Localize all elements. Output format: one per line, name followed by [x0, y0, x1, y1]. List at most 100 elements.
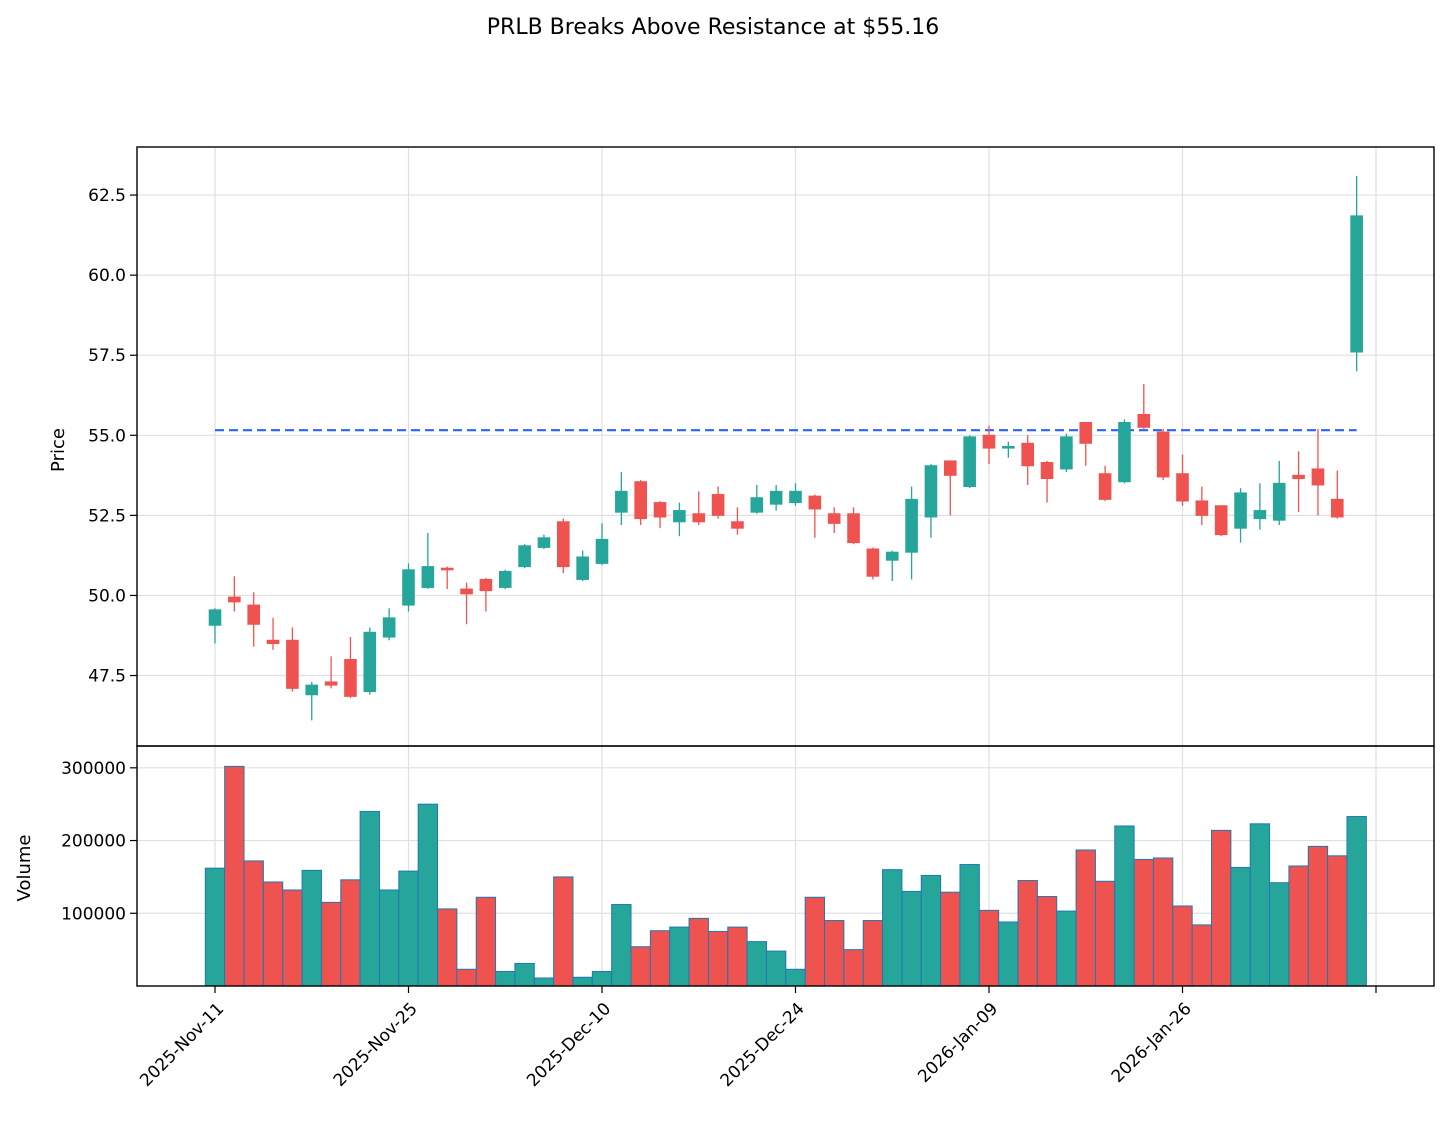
price-tick-label: 50.0 — [88, 586, 126, 606]
volume-bar — [398, 870, 419, 987]
candle-body — [905, 498, 918, 553]
candle-body — [769, 490, 783, 505]
candle-body — [808, 495, 822, 510]
volume-bar — [1327, 855, 1348, 987]
volume-bar — [204, 867, 226, 987]
volume-bar — [591, 970, 613, 987]
volume-bar — [785, 968, 806, 987]
candle-body — [1002, 446, 1015, 449]
volume-bar — [862, 920, 884, 987]
volume-bar — [1249, 823, 1271, 987]
volume-bar — [320, 901, 342, 987]
volume-bar — [630, 946, 651, 987]
candle-body — [653, 502, 667, 518]
volume-bar — [553, 876, 574, 987]
volume-bar — [437, 908, 458, 987]
candle-body — [634, 481, 648, 520]
volume-bar — [533, 977, 555, 987]
candle-body — [556, 521, 570, 568]
candle-body — [537, 537, 551, 548]
candle-body — [421, 566, 435, 588]
candle-body — [692, 513, 706, 523]
candle-body — [673, 510, 686, 523]
volume-bar — [978, 909, 1000, 987]
volume-bar — [1288, 865, 1309, 987]
candle-body — [228, 596, 241, 603]
candle-body — [982, 434, 996, 449]
candle-body — [1156, 431, 1170, 478]
candle-body — [1040, 462, 1054, 480]
volume-bar — [495, 970, 516, 987]
candle-body — [479, 578, 493, 592]
candle-body — [1098, 473, 1112, 500]
candle-body — [1137, 413, 1151, 428]
candle-body — [1234, 492, 1247, 529]
candle-body — [208, 609, 222, 626]
candle-body — [731, 521, 744, 529]
candle-body — [305, 684, 319, 696]
candle-body — [789, 490, 802, 504]
volume-bar — [243, 860, 264, 987]
volume-bar — [456, 968, 477, 987]
volume-bar — [959, 864, 980, 987]
volume-bar — [301, 869, 322, 987]
price-tick-label: 52.5 — [88, 506, 126, 526]
chart-title: PRLB Breaks Above Resistance at $55.16 — [487, 15, 939, 40]
volume-bar — [359, 810, 380, 987]
volume-bar — [1172, 905, 1193, 987]
volume-bar — [262, 881, 284, 987]
candle-body — [363, 631, 377, 693]
price-tick-label: 62.5 — [88, 186, 126, 206]
candle-body — [440, 567, 454, 571]
volume-bar — [1094, 880, 1116, 987]
volume-bar — [843, 949, 864, 987]
volume-bar — [572, 976, 593, 987]
candle-body — [1253, 510, 1267, 520]
volume-bar — [282, 889, 303, 987]
candle-body — [885, 551, 899, 561]
volume-bar — [514, 962, 535, 987]
volume-bar — [340, 879, 361, 987]
candle-body — [1176, 473, 1189, 502]
volume-bar — [882, 869, 903, 987]
volume-bar — [1152, 857, 1174, 987]
candle-body — [518, 545, 531, 568]
volume-bar — [378, 889, 400, 987]
candle-body — [1021, 442, 1035, 467]
volume-bar — [1230, 866, 1251, 987]
candle-body — [382, 617, 396, 638]
candle-body — [1214, 505, 1228, 536]
candle-body — [1118, 421, 1131, 483]
candle-body — [1060, 436, 1073, 470]
volume-bar — [649, 930, 671, 987]
candle-body — [963, 436, 976, 488]
volume-bar — [1114, 825, 1135, 987]
candle-body — [943, 460, 957, 476]
candle-body — [866, 548, 880, 577]
volume-bar — [224, 765, 245, 987]
candle-body — [711, 494, 725, 516]
volume-bar — [1191, 924, 1213, 987]
price-tick-label: 57.5 — [88, 346, 126, 366]
candle-body — [847, 513, 860, 544]
candle-body — [750, 497, 764, 513]
volume-bar — [1133, 858, 1154, 987]
volume-bar — [1075, 849, 1096, 987]
volume-tick-label: 100000 — [61, 904, 126, 924]
volume-bar — [804, 896, 826, 987]
volume-bar — [707, 930, 729, 987]
volume-tick-label: 300000 — [61, 759, 126, 779]
candle-body — [1079, 421, 1093, 444]
volume-bar — [611, 904, 632, 987]
volume-bar — [688, 917, 709, 987]
volume-bar — [765, 950, 787, 987]
price-axis-label: Price — [48, 428, 69, 472]
candle-body — [595, 538, 609, 564]
volume-tick-label: 200000 — [61, 832, 126, 852]
candle-body — [1311, 468, 1325, 486]
volume-bar — [1036, 896, 1058, 987]
candle-body — [615, 490, 628, 513]
volume-axis-label: Volume — [14, 835, 35, 902]
